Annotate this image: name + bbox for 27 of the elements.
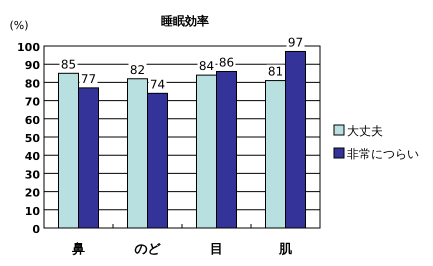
legend-label: 非常につらい: [347, 147, 419, 161]
data-label: 86: [218, 55, 234, 70]
x-tick-label: 肌: [278, 242, 292, 257]
y-tick-label: 20: [24, 186, 40, 200]
data-label: 97: [288, 35, 304, 50]
y-tick-label: 100: [17, 41, 40, 54]
legend-label: 大丈夫: [347, 124, 383, 138]
y-tick-label: 80: [24, 77, 40, 90]
data-label: 84: [198, 59, 214, 74]
chart-title: 睡眠効率: [161, 14, 209, 28]
y-tick-label: 0: [32, 223, 40, 236]
y-tick-label: 70: [24, 96, 40, 109]
y-tick-label: 90: [24, 59, 40, 72]
y-tick-label: 40: [24, 150, 40, 164]
x-tick-label: 鼻: [71, 241, 85, 257]
y-tick-label: 50: [24, 132, 40, 145]
data-label: 77: [80, 72, 96, 86]
data-label: 82: [130, 62, 146, 77]
y-tick-label: 30: [24, 168, 40, 182]
y-tick-label: 60: [24, 114, 40, 127]
y-tick-label: 10: [24, 204, 40, 218]
data-label: 85: [60, 57, 76, 72]
data-label: 74: [150, 77, 166, 92]
x-tick-label: のど: [134, 242, 162, 257]
y-axis-title: (%): [9, 19, 29, 32]
x-tick-label: 目: [210, 242, 223, 257]
data-label: 81: [268, 64, 284, 79]
